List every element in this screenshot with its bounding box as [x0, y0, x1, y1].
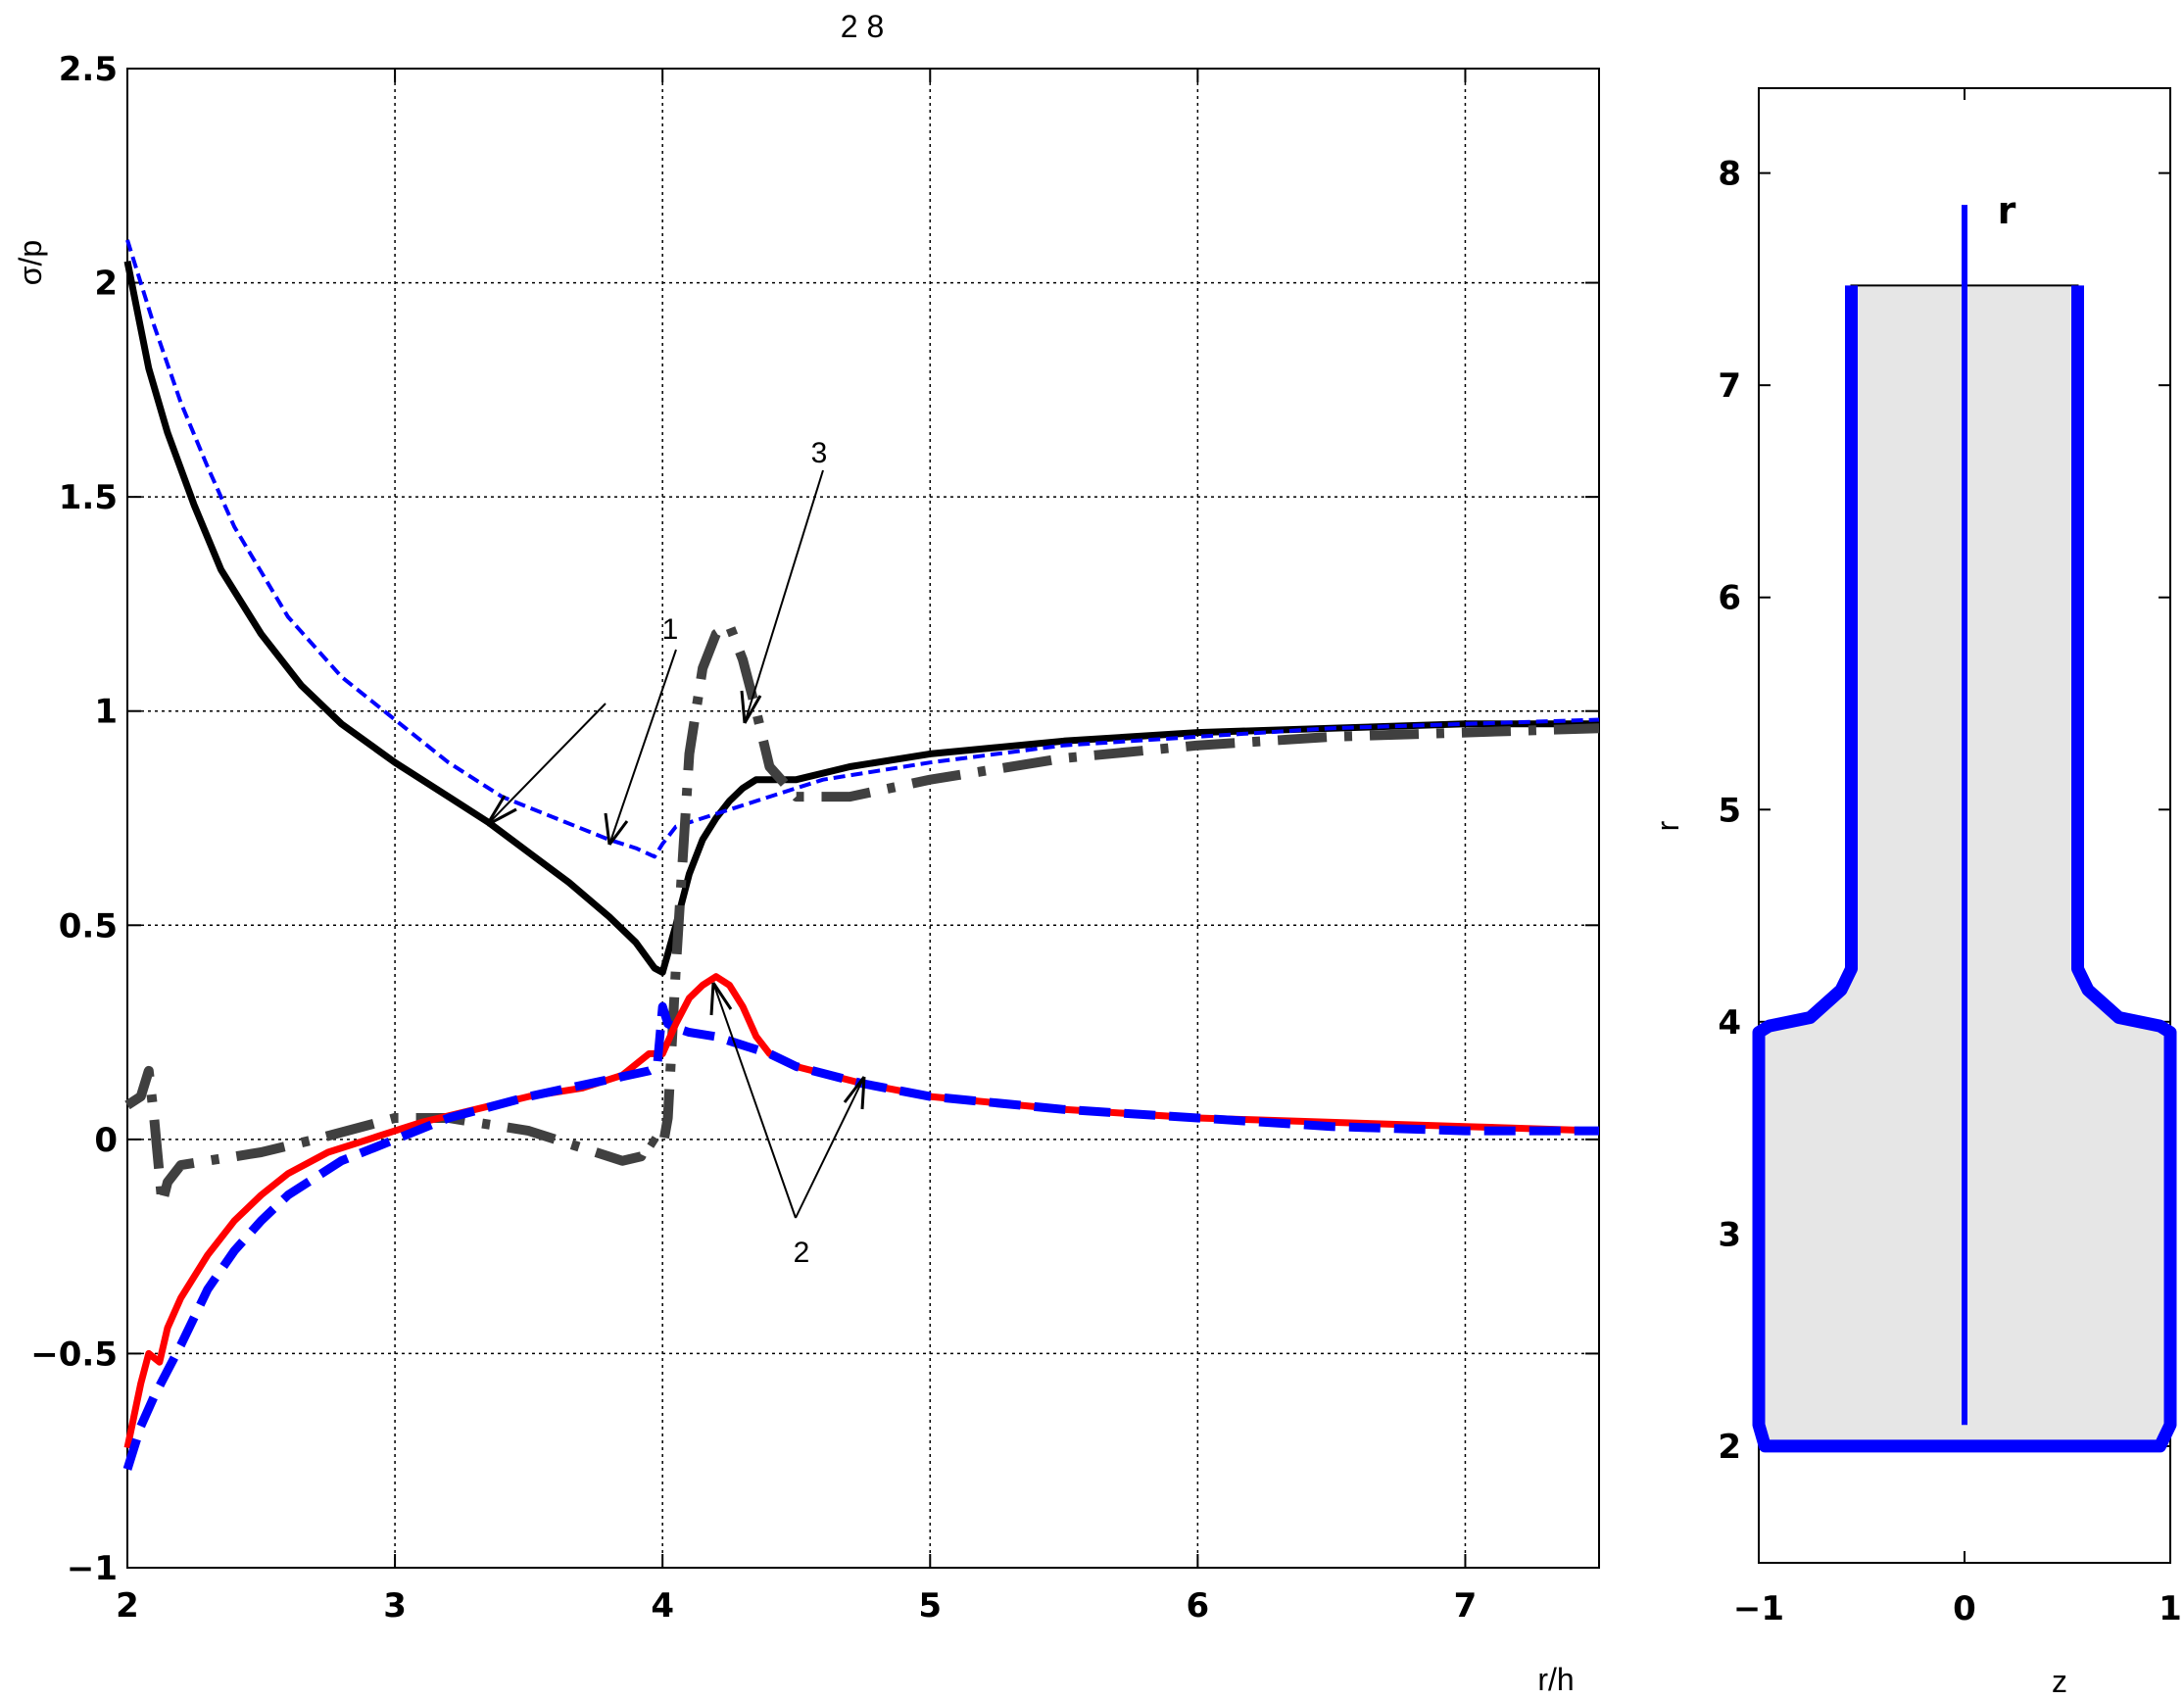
stress-chart: 2 3 4 5 6 7 −1 −0.5 0 0.5 1 1.5 2 2.5 1 3 2 r/h σ/p [13, 50, 1600, 1697]
geometry-inner-r-label: r [1998, 189, 2016, 232]
y-tick-label: 2 [94, 265, 118, 304]
stress-chart-axes-box [126, 68, 1600, 1569]
y-tick-label: 1.5 [59, 478, 118, 517]
annotation-label-2: 2 [794, 1237, 810, 1269]
annotation-label-3: 3 [811, 437, 828, 469]
annotation-2-arrowhead-b [843, 1076, 866, 1110]
y-tick-label: −1 [67, 1549, 118, 1588]
y-tick-label: 8 [1718, 155, 1741, 194]
annotation-2-leader-a [712, 982, 797, 1219]
x-tick-label: 2 [116, 1586, 139, 1626]
stress-chart-annotations: 1 3 2 [485, 437, 866, 1269]
figure-title: 2 8 [841, 9, 884, 44]
stress-chart-series [122, 239, 1600, 1471]
annotation-2-leader-b [795, 1076, 865, 1219]
stress-chart-grid [127, 69, 1599, 1568]
y-tick-label: 3 [1718, 1215, 1741, 1254]
geometry-chart-ticks: −1 0 1 2 3 4 5 6 7 8 [1718, 88, 2182, 1628]
x-tick-label: 5 [918, 1586, 942, 1626]
y-tick-label: 0 [94, 1121, 118, 1160]
series-line-1 [123, 261, 1599, 976]
annotation-2-arrowhead-a [709, 982, 733, 1016]
geometry-chart-ylabel: r [1650, 820, 1685, 831]
stress-chart-ticks: 2 3 4 5 6 7 −1 −0.5 0 0.5 1 1.5 2 2.5 [30, 50, 1599, 1626]
geometry-outline [1752, 285, 2177, 1453]
annotation-1-leader-b [608, 649, 677, 846]
y-tick-label: 6 [1718, 579, 1741, 618]
annotation-label-1: 1 [662, 613, 679, 646]
y-tick-label: 4 [1718, 1003, 1741, 1043]
y-tick-label: 5 [1718, 791, 1741, 830]
geometry-chart: −1 0 1 2 3 4 5 6 7 8 r z r [1650, 87, 2182, 1699]
annotation-3-leader [744, 469, 824, 724]
y-tick-label: 2.5 [59, 50, 118, 89]
x-tick-label: 7 [1454, 1586, 1478, 1626]
x-tick-label: 0 [1953, 1589, 1976, 1628]
y-tick-label: 7 [1718, 366, 1741, 406]
geometry-chart-series [1752, 205, 2177, 1453]
y-tick-label: 0.5 [59, 906, 118, 946]
stress-chart-ylabel: σ/p [13, 240, 48, 285]
y-tick-label: 2 [1718, 1428, 1741, 1467]
series-line-3 [124, 620, 1600, 1209]
x-tick-label: 6 [1187, 1586, 1210, 1626]
series-line-5 [122, 1001, 1599, 1471]
geometry-chart-xlabel: z [2052, 1664, 2067, 1699]
annotation-1-leader-a [486, 703, 607, 826]
stress-chart-xlabel: r/h [1537, 1662, 1574, 1697]
annotation-3-arrowhead [740, 690, 762, 724]
x-tick-label: 3 [383, 1586, 407, 1626]
series-line-2 [125, 239, 1600, 859]
annotation-1-arrowhead-b [604, 812, 629, 846]
x-tick-label: −1 [1733, 1589, 1784, 1628]
y-tick-label: −0.5 [30, 1335, 118, 1374]
x-tick-label: 1 [2159, 1589, 2182, 1628]
y-tick-label: 1 [94, 693, 118, 732]
annotation-1-arrowhead-a [485, 795, 517, 827]
x-tick-label: 4 [651, 1586, 674, 1626]
